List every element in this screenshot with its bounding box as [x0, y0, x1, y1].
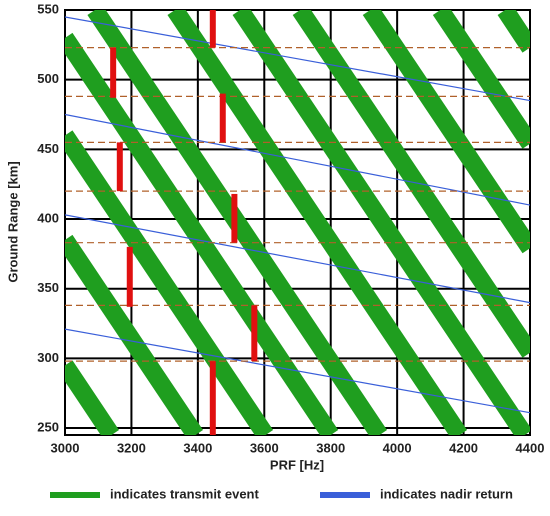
transmit-band	[65, 130, 274, 435]
x-tick-label: 4000	[383, 440, 412, 455]
y-tick-label: 300	[37, 350, 59, 365]
x-tick-label: 3000	[51, 440, 80, 455]
red-bar	[126, 246, 133, 307]
transmit-band	[167, 10, 468, 435]
red-bar	[116, 142, 123, 192]
plot-frame	[64, 9, 531, 436]
transmit-band	[65, 234, 204, 435]
plot-area	[65, 10, 530, 435]
red-bar	[209, 361, 216, 435]
red-bar	[231, 193, 238, 243]
transmit-band	[497, 10, 530, 53]
y-tick-label: 400	[37, 210, 59, 225]
red-bar	[110, 47, 117, 98]
x-tick-label: 3800	[316, 440, 345, 455]
x-tick-label: 4200	[449, 440, 478, 455]
y-axis-label: Ground Range [km]	[5, 161, 20, 282]
legend-label: indicates nadir return	[380, 486, 513, 501]
y-tick-label: 550	[37, 1, 59, 16]
transmit-band	[232, 10, 530, 435]
x-tick-label: 3600	[250, 440, 279, 455]
x-tick-label: 4400	[516, 440, 545, 455]
legend-label: indicates transmit event	[110, 486, 259, 501]
red-bar	[219, 93, 226, 143]
y-tick-label: 450	[37, 141, 59, 156]
nadir-line	[65, 113, 530, 206]
axes: 3000 3200 3400 3600 3800 4000 4200 4400 250 300 35…	[37, 1, 544, 455]
transmit-band	[432, 10, 530, 149]
y-tick-label: 500	[37, 71, 59, 86]
transmit-band	[362, 10, 530, 254]
red-bar	[209, 10, 216, 48]
x-axis-label: PRF [Hz]	[270, 457, 324, 472]
y-tick-label: 250	[37, 419, 59, 434]
x-tick-label: 3200	[117, 440, 146, 455]
transmit-band	[65, 360, 119, 435]
x-tick-label: 3400	[183, 440, 212, 455]
nadir-line	[65, 328, 530, 414]
nadir-line	[65, 214, 530, 304]
nadir-line	[65, 16, 530, 102]
red-bar	[251, 305, 258, 362]
y-tick-label: 350	[37, 280, 59, 295]
